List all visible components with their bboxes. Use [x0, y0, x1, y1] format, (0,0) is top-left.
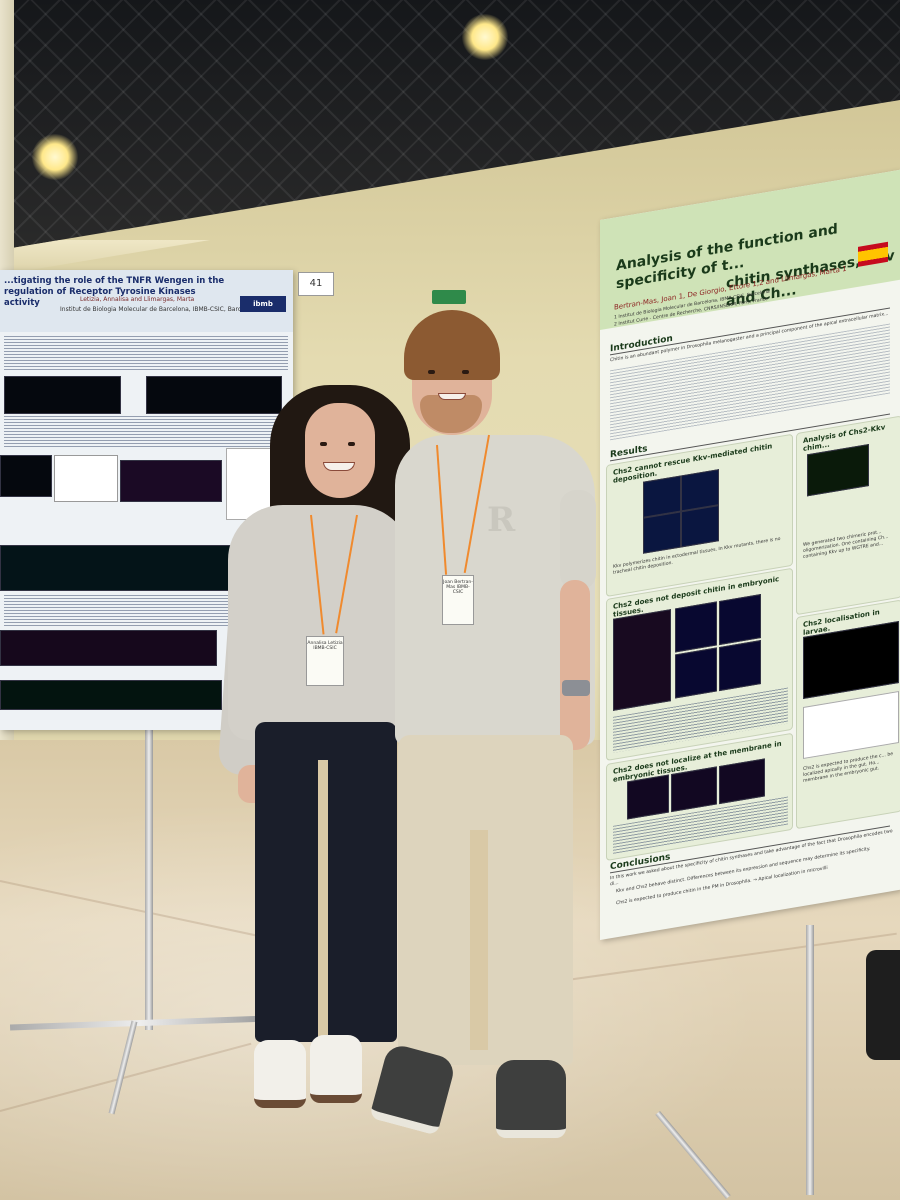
text-block	[4, 416, 288, 448]
micrograph-panel	[146, 376, 282, 414]
result-box-5: Chs2 localisation in larvae. Chs2 is exp…	[796, 599, 900, 830]
result-box-4: Analysis of Chs2-Kkv chim... We generate…	[796, 415, 900, 616]
text-block	[4, 336, 288, 372]
man-eye	[462, 370, 469, 374]
ibmb-logo: ibmb	[240, 296, 286, 312]
ceiling-light	[32, 134, 78, 180]
left-poster-authors: Letizia, Annalisa and Llimargas, Marta	[80, 296, 195, 303]
micrograph-panel	[643, 511, 681, 554]
micrograph-panel	[807, 443, 869, 497]
woman-eye	[320, 442, 327, 446]
poster-stand-pole	[806, 925, 814, 1195]
micrograph-panel	[4, 376, 121, 414]
micrograph-panel	[613, 609, 671, 711]
western-blot-panel	[54, 455, 118, 502]
micrograph-panel	[675, 647, 717, 699]
micrograph-panel	[120, 460, 222, 502]
left-poster-institute: Institut de Biologia Molecular de Barcel…	[60, 306, 258, 313]
exit-sign	[432, 290, 466, 304]
result-box-4-text: We generated two chimeric prot... oligom…	[803, 529, 889, 561]
man-sleeve	[560, 490, 596, 590]
ceiling-light	[462, 14, 508, 60]
micrograph-panel	[671, 766, 717, 813]
watch-icon	[562, 680, 590, 696]
micrograph-strip	[0, 545, 242, 591]
board-number: 41	[298, 272, 334, 296]
micrograph-panel	[719, 640, 761, 692]
woman-name-badge: Annalisa Letizia IBMB-CSIC	[306, 636, 344, 686]
micrograph-panel	[627, 774, 669, 820]
micrograph-panel	[681, 505, 719, 548]
bystander-leg	[866, 950, 900, 1060]
man-name-badge: Joan Bertran-Mas IBMB-CSIC	[442, 575, 474, 625]
woman-sneaker	[310, 1035, 362, 1103]
micrograph-panel	[719, 594, 761, 646]
woman-eye	[348, 442, 355, 446]
woman-face	[305, 403, 375, 498]
micrograph-panel	[0, 455, 52, 497]
shirt-letter: R	[487, 500, 516, 540]
man-smile	[438, 393, 466, 400]
micrograph-strip	[0, 680, 222, 710]
micrograph-strip	[0, 630, 217, 666]
man-forearm	[560, 580, 590, 750]
man-sneaker	[496, 1060, 566, 1138]
leg-gap	[470, 830, 488, 1050]
woman-smile	[323, 462, 355, 471]
result-box-2: Chs2 does not deposit chitin in embryoni…	[606, 567, 793, 761]
diagram-panel	[803, 690, 899, 760]
right-poster: Analysis of the function and specificity…	[600, 169, 900, 940]
leg-gap	[318, 760, 328, 1045]
woman-sneaker	[254, 1040, 306, 1108]
man-hair	[404, 310, 500, 380]
man-eye	[428, 370, 435, 374]
left-poster-title: ...tigating the role of the TNFR Wengen …	[4, 276, 225, 308]
poster-stand-pole	[145, 730, 153, 1030]
micrograph-panel	[719, 758, 765, 805]
micrograph-panel	[675, 601, 717, 653]
